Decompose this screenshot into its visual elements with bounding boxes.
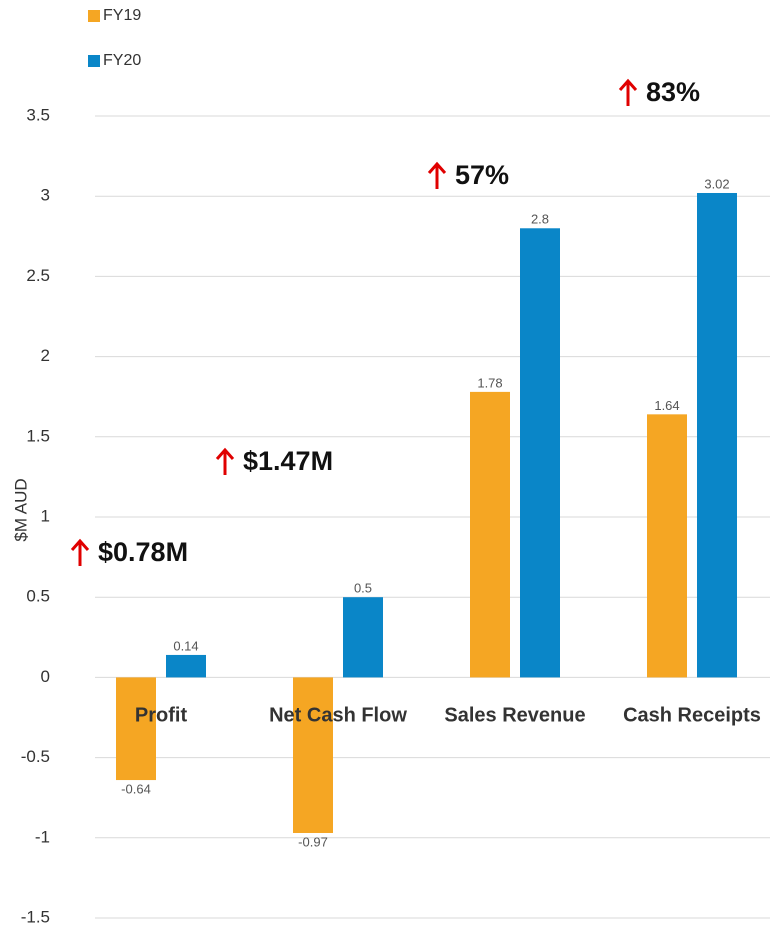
y-tick-label: 0.5	[26, 587, 50, 606]
x-tick-label: Cash Receipts	[623, 704, 761, 726]
bar	[343, 597, 383, 678]
arrow-icon	[427, 161, 447, 189]
bar	[647, 414, 687, 678]
bar	[470, 391, 510, 678]
x-tick-label: Profit	[135, 704, 188, 726]
x-tick-label: Net Cash Flow	[269, 704, 407, 726]
y-tick-label: -0.5	[21, 747, 50, 766]
value-label: 0.5	[354, 581, 372, 596]
legend-swatch	[88, 10, 100, 22]
value-label: 2.8	[531, 212, 549, 227]
value-label: 1.64	[654, 398, 679, 413]
value-label: -0.64	[121, 781, 151, 796]
bar	[520, 228, 560, 678]
value-label: 0.14	[173, 638, 198, 653]
bar	[166, 654, 206, 678]
bar	[293, 677, 333, 833]
y-tick-label: 3	[41, 186, 50, 205]
value-label: 1.78	[477, 375, 502, 390]
y-axis-title: $M AUD	[11, 478, 30, 541]
annotation: $1.47M	[243, 446, 333, 476]
value-label: -0.97	[298, 834, 328, 849]
y-tick-label: 3.5	[26, 105, 50, 124]
y-tick-label: 0	[41, 667, 50, 686]
y-tick-label: 1.5	[26, 426, 50, 445]
legend-swatch	[88, 55, 100, 67]
annotation: 57%	[455, 160, 509, 190]
bar	[116, 677, 156, 781]
x-tick-label: Sales Revenue	[444, 704, 585, 726]
y-tick-label: -1.5	[21, 907, 50, 926]
annotation: 83%	[646, 77, 700, 107]
annotation: $0.78M	[98, 537, 188, 567]
y-tick-label: 1	[41, 506, 50, 525]
y-tick-label: 2	[41, 346, 50, 365]
arrow-icon	[618, 78, 638, 106]
bar	[697, 192, 737, 678]
y-tick-label: 2.5	[26, 266, 50, 285]
y-tick-label: -1	[35, 827, 50, 846]
arrow-icon	[215, 447, 235, 475]
legend-label: FY19	[103, 7, 141, 24]
arrow-icon	[70, 538, 90, 566]
legend-label: FY20	[103, 52, 141, 69]
value-label: 3.02	[704, 176, 729, 191]
